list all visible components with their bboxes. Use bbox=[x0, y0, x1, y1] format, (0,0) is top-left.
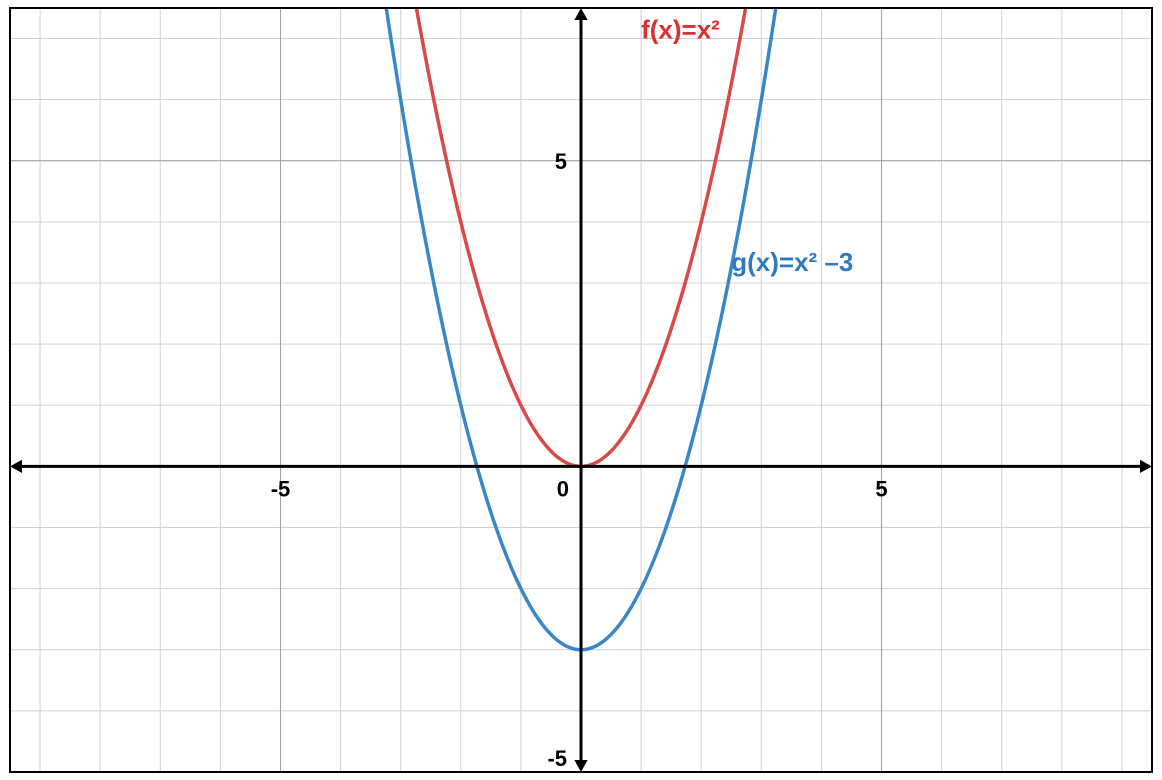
x-tick-label: -5 bbox=[271, 476, 291, 501]
axes bbox=[10, 8, 1152, 772]
x-tick-label: 0 bbox=[557, 476, 569, 501]
x-tick-label: 5 bbox=[875, 476, 887, 501]
x-axis-arrow-right bbox=[1140, 460, 1152, 473]
y-axis-arrow-down bbox=[574, 760, 587, 772]
chart-svg: -5 0 5 5 -5 f(x)=x² g(x)=x² –3 bbox=[0, 0, 1162, 780]
y-tick-label: -5 bbox=[547, 746, 567, 771]
y-axis-arrow-up bbox=[574, 8, 587, 20]
series-label-f: f(x)=x² bbox=[641, 15, 720, 45]
axis-tick-labels: -5 0 5 5 -5 bbox=[271, 149, 888, 771]
y-tick-label: 5 bbox=[555, 149, 567, 174]
parabola-chart: -5 0 5 5 -5 f(x)=x² g(x)=x² –3 bbox=[0, 0, 1162, 780]
x-axis-arrow-left bbox=[10, 460, 22, 473]
series-label-g: g(x)=x² –3 bbox=[731, 247, 853, 277]
